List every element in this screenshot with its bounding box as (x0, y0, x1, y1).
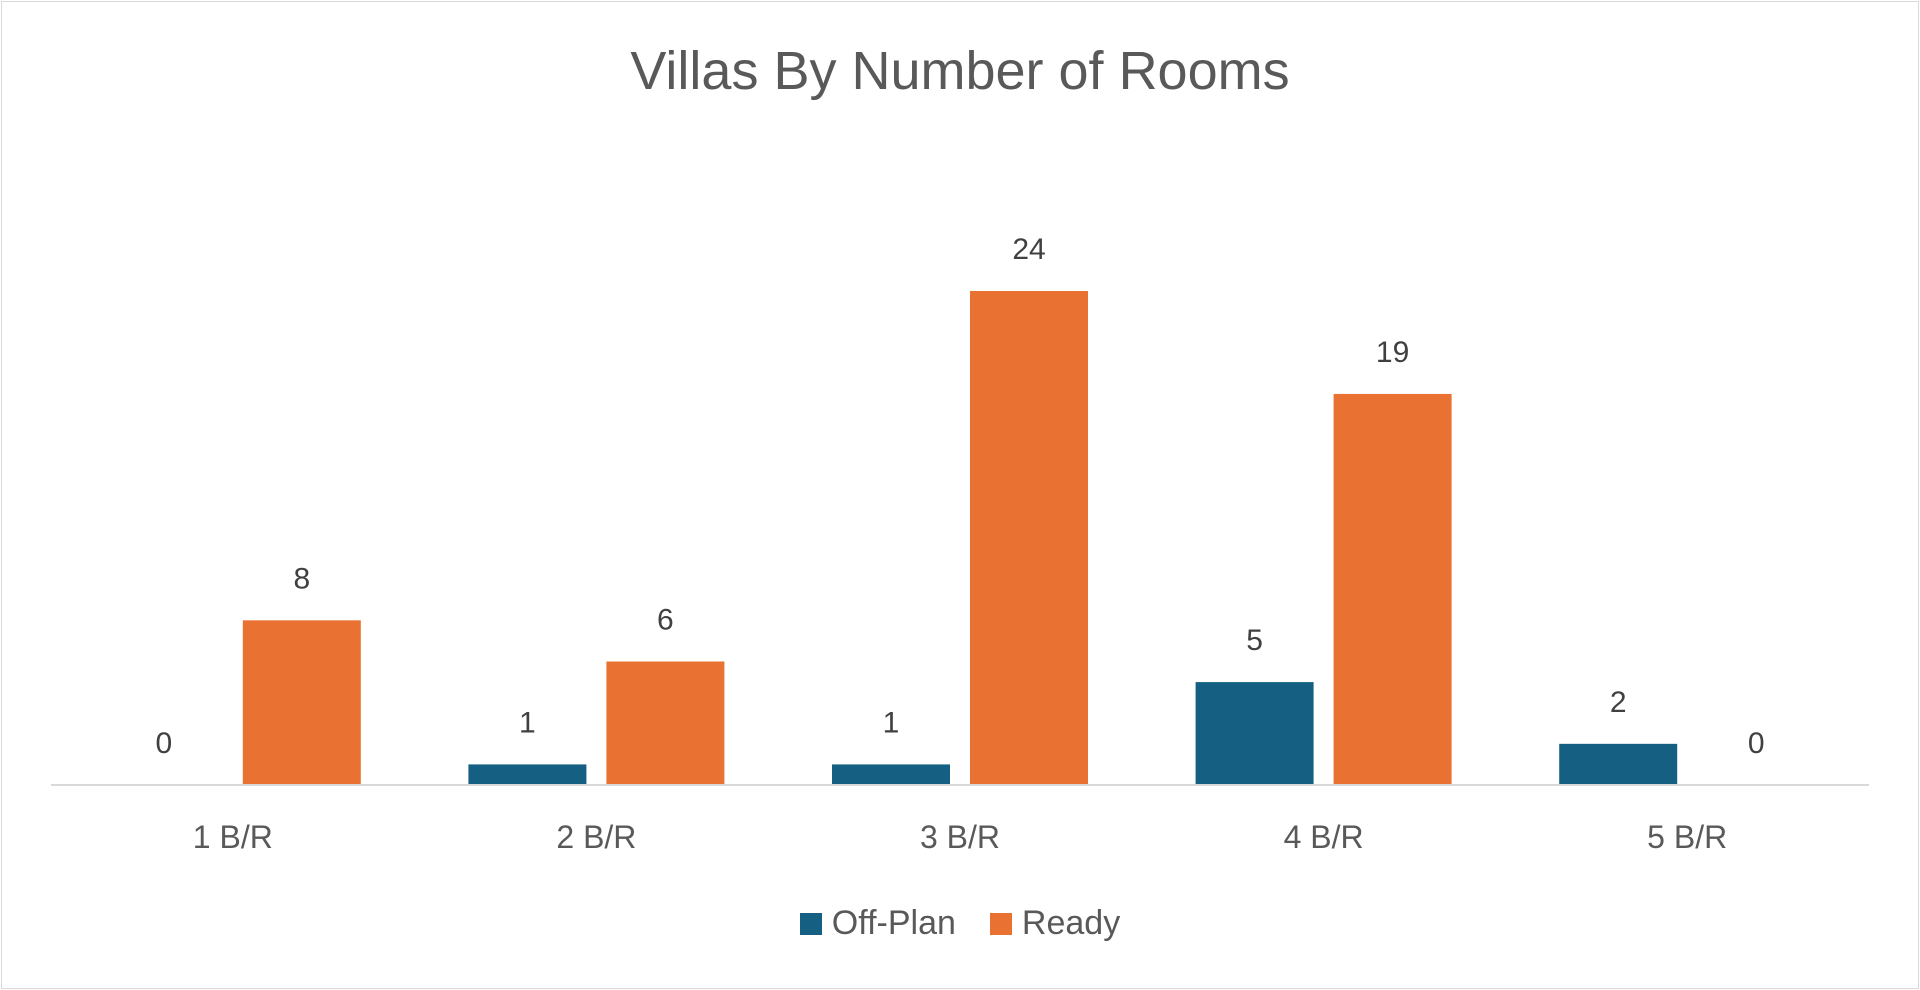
x-tick-label-2-b-r: 2 B/R (556, 819, 636, 855)
data-label-off-plan-5-b-r: 2 (1610, 686, 1627, 719)
data-label-ready-4-b-r: 19 (1376, 336, 1409, 369)
chart-title: Villas By Number of Rooms (630, 41, 1290, 101)
legend: Off-Plan Ready (2, 904, 1918, 943)
x-tick-label-1-b-r: 1 B/R (193, 819, 273, 855)
legend-item-off-plan: Off-Plan (799, 904, 956, 943)
legend-label-off-plan: Off-Plan (831, 904, 956, 942)
data-label-ready-2-b-r: 6 (657, 604, 674, 637)
x-tick-label-4-b-r: 4 B/R (1284, 819, 1364, 855)
data-label-ready-1-b-r: 8 (293, 562, 310, 595)
bar-ready-2-b-r (606, 661, 725, 785)
data-label-ready-3-b-r: 24 (1012, 233, 1045, 266)
data-label-off-plan-1-b-r: 0 (155, 727, 172, 760)
data-label-off-plan-2-b-r: 1 (519, 706, 536, 739)
bar-ready-4-b-r (1333, 393, 1452, 785)
legend-label-ready: Ready (1021, 904, 1121, 942)
data-label-off-plan-4-b-r: 5 (1246, 624, 1263, 657)
bar-off-plan-3-b-r (832, 764, 950, 785)
legend-swatch-off-plan (799, 912, 822, 935)
legend-swatch-ready (989, 912, 1012, 935)
bar-off-plan-2-b-r (468, 764, 587, 785)
data-label-ready-5-b-r: 0 (1748, 727, 1765, 760)
x-tick-label-3-b-r: 3 B/R (920, 819, 1000, 855)
legend-item-ready: Ready (989, 904, 1121, 943)
x-tick-label-5-b-r: 5 B/R (1647, 819, 1727, 855)
bar-ready-3-b-r (970, 291, 1088, 785)
data-label-off-plan-3-b-r: 1 (883, 706, 900, 739)
bar-off-plan-5-b-r (1559, 743, 1678, 785)
bar-ready-1-b-r (242, 620, 361, 785)
bar-off-plan-4-b-r (1195, 682, 1314, 785)
